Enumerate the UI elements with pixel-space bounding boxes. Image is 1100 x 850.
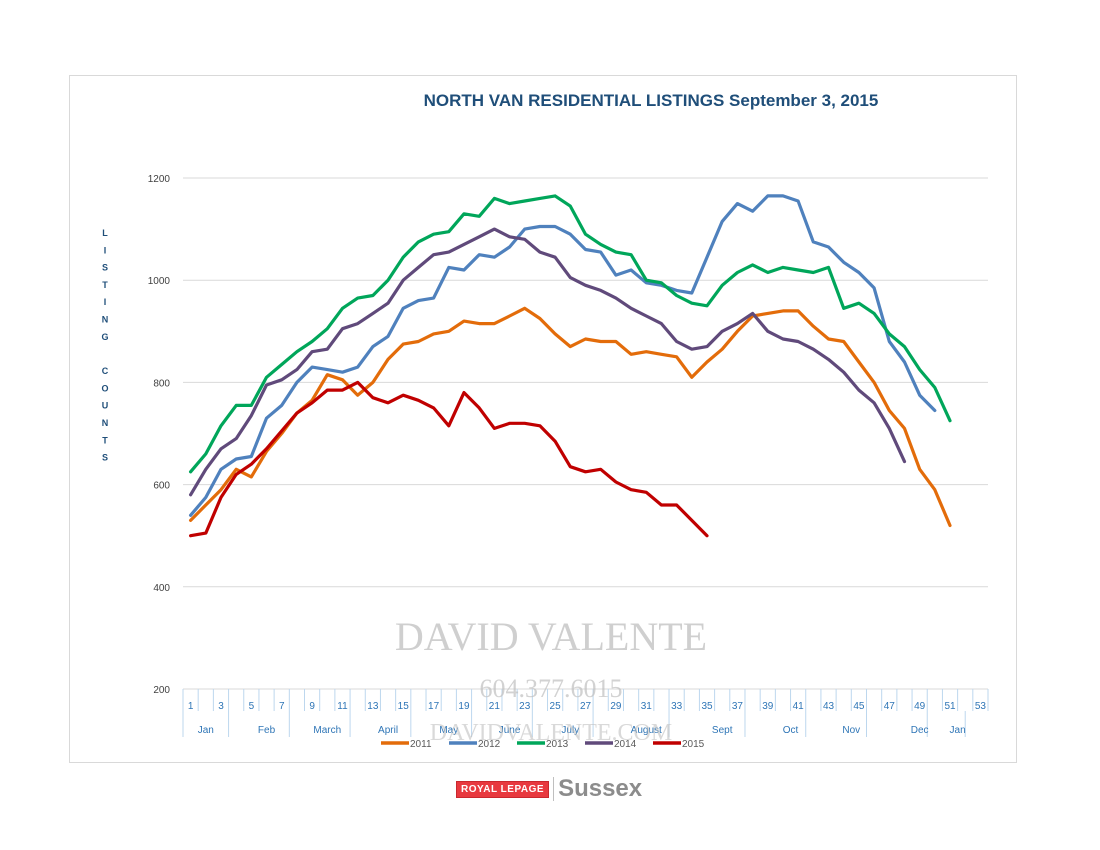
x-tick-label: 7 [279,701,285,712]
x-tick-label: 11 [337,701,348,712]
x-tick-label: 15 [398,701,410,712]
legend-label-2015: 2015 [682,739,705,750]
y-axis-label-letter: S [102,453,108,463]
month-label: Nov [842,725,860,736]
x-tick-label: 29 [610,701,622,712]
watermark-phone: 604.377.6015 [480,674,623,703]
logo-divider [553,777,555,801]
y-axis-label-letter: N [102,315,109,325]
x-tick-label: 49 [914,701,926,712]
series-line-2015 [189,380,709,538]
series-lines [189,194,952,538]
y-axis-label-letter: T [102,435,108,445]
month-label: Sept [712,725,733,736]
y-tick-label: 800 [153,378,170,389]
legend-label-2011: 2011 [410,739,432,750]
logo-brand: ROYAL LEPAGE [456,780,550,798]
x-tick-label: 23 [519,701,531,712]
legend-label-2013: 2013 [546,739,569,750]
y-axis-label-letter: N [102,418,109,428]
y-tick-label: 200 [153,685,170,696]
month-label: June [499,725,521,736]
y-axis-label-letter: O [101,383,108,393]
legend: 2011 2012 2013 2014 2015 [381,739,705,750]
chart-title: NORTH VAN RESIDENTIAL LISTINGS September… [424,91,879,110]
y-axis-label-letter: C [102,366,109,376]
month-label: Jan [198,725,214,736]
x-tick-label: 47 [884,701,896,712]
y-tick-label: 600 [153,481,170,492]
y-tick-label: 1200 [148,174,171,185]
y-axis-label-letter: I [104,245,107,255]
x-tick-label: 1 [188,701,194,712]
x-tick-label: 37 [732,701,744,712]
brokerage-logo: ROYAL LEPAGE Sussex [456,775,642,803]
legend-label-2014: 2014 [614,739,637,750]
series-line-2013 [189,194,952,474]
y-axis-ticks: 200 400 600 800 1000 1200 [148,174,171,696]
watermark: DAVID VALENTE 604.377.6015 DAVIDVALENTE.… [395,614,707,746]
month-label: August [631,725,662,736]
month-label: March [313,725,341,736]
x-tick-label: 19 [458,701,470,712]
x-tick-label: 51 [944,701,956,712]
x-tick-label: 9 [309,701,315,712]
y-tick-label: 400 [153,583,170,594]
month-label: July [561,725,579,736]
y-axis-label-letter: I [104,297,107,307]
legend-label-2012: 2012 [478,739,501,750]
y-axis-label-letter: L [102,228,108,238]
x-tick-label: 31 [641,701,653,712]
x-tick-label: 3 [218,701,224,712]
y-axis-label-letter: U [102,401,109,411]
x-tick-label: 35 [701,701,713,712]
x-tick-label: 39 [762,701,774,712]
x-tick-label: 13 [367,701,379,712]
gridlines [183,177,988,690]
y-axis-label-letter: T [102,280,108,290]
series-line-2014 [189,227,907,497]
x-tick-label: 53 [975,701,987,712]
x-tick-label: 33 [671,701,683,712]
month-label: Oct [783,725,799,736]
x-axis: 1 3 5 7 9 11 13 15 17 19 21 23 25 27 29 31 33 35 37 39 41 43 4… [182,689,989,737]
x-tick-label: 21 [489,701,501,712]
month-label: Jan [950,725,966,736]
y-tick-label: 1000 [148,276,171,287]
x-tick-label: 27 [580,701,592,712]
y-axis-label-letter: G [101,332,108,342]
x-tick-label: 17 [428,701,440,712]
logo-office: Sussex [558,775,643,802]
x-tick-label: 43 [823,701,835,712]
month-label: Feb [258,725,276,736]
x-tick-label: 5 [249,701,255,712]
x-tick-label: 25 [550,701,562,712]
month-label: May [439,725,458,736]
series-line-2011 [189,306,952,528]
y-axis-label-letter: S [102,263,108,273]
watermark-name: DAVID VALENTE [395,614,707,659]
x-tick-label: 41 [793,701,805,712]
month-label: April [378,725,398,736]
x-tick-label: 45 [853,701,865,712]
series-line-2012 [189,194,937,517]
month-label: Dec [911,725,929,736]
